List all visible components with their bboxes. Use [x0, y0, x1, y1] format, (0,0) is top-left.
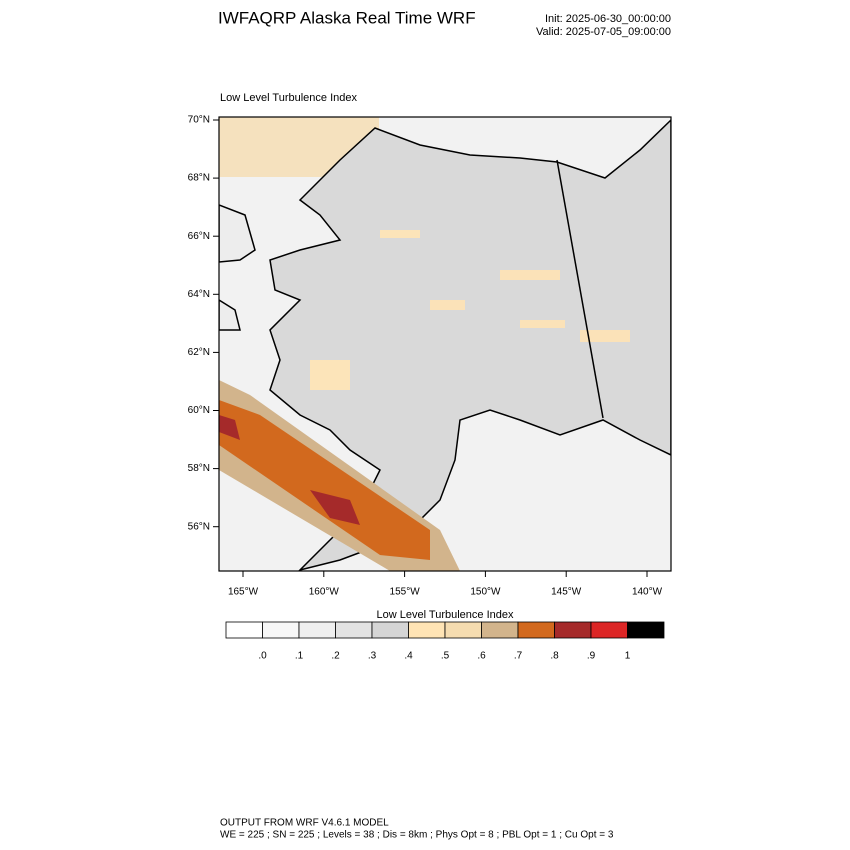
band-red-west	[219, 415, 240, 440]
footer-line: WE = 225 ; SN = 225 ; Levels = 38 ; Dis …	[220, 830, 614, 841]
lon-label: 145°W	[551, 587, 582, 598]
chukotka	[219, 204, 256, 263]
lat-label: 56°N	[188, 521, 210, 532]
valid-time: Valid: 2025-07-05_09:00:00	[536, 26, 671, 38]
footer-line: OUTPUT FROM WRF V4.6.1 MODEL	[220, 818, 389, 829]
lat-label: 60°N	[188, 405, 210, 416]
moderate-patches	[310, 230, 630, 390]
lat-label: 68°N	[188, 173, 210, 184]
lon-label: 160°W	[309, 587, 340, 598]
colorbar-box	[225, 621, 263, 639]
lat-label: 66°N	[188, 231, 210, 242]
border	[556, 159, 604, 419]
band-orange	[219, 400, 430, 560]
alaska-land	[269, 118, 671, 571]
colorbar-box	[590, 621, 628, 639]
map-frame	[218, 116, 672, 572]
colorbar-label: .0	[258, 651, 267, 662]
lon-label: 155°W	[390, 587, 421, 598]
lon-label: 140°W	[632, 587, 663, 598]
colorbar-box	[444, 621, 482, 639]
init-time: Init: 2025-06-30_00:00:00	[545, 13, 671, 25]
lat-label: 62°N	[188, 347, 210, 358]
lat-label: 58°N	[188, 463, 210, 474]
colorbar-box	[408, 621, 446, 639]
colorbar-title: Low Level Turbulence Index	[377, 609, 514, 621]
colorbar-box	[262, 621, 300, 639]
colorbar-box	[517, 621, 555, 639]
lat-label: 64°N	[188, 289, 210, 300]
colorbar-label: .4	[404, 651, 413, 662]
lat-label: 70°N	[188, 115, 210, 126]
colorbar-label: .8	[550, 651, 559, 662]
colorbar: Low Level Turbulence Index	[377, 609, 514, 621]
colorbar-label: .3	[368, 651, 377, 662]
band-red	[310, 490, 360, 525]
colorbar-box	[298, 621, 336, 639]
colorbar-box	[554, 621, 592, 639]
colorbar-label: .1	[295, 651, 304, 662]
map-title: Low Level Turbulence Index	[220, 92, 357, 104]
colorbar-box	[371, 621, 409, 639]
colorbar-label: 1	[625, 651, 631, 662]
title: IWFAQRP Alaska Real Time WRF	[218, 8, 476, 27]
colorbar-box	[481, 621, 519, 639]
colorbar-label: .6	[477, 651, 486, 662]
lon-label: 150°W	[470, 587, 501, 598]
map	[218, 116, 672, 572]
chukotka-south	[219, 299, 241, 331]
colorbar-label: .7	[514, 651, 523, 662]
colorbar-label: .2	[331, 651, 340, 662]
colorbar-box	[335, 621, 373, 639]
colorbar-box	[627, 621, 665, 639]
lon-label: 165°W	[228, 587, 259, 598]
colorbar-label: .5	[441, 651, 450, 662]
colorbar-label: .9	[587, 651, 596, 662]
